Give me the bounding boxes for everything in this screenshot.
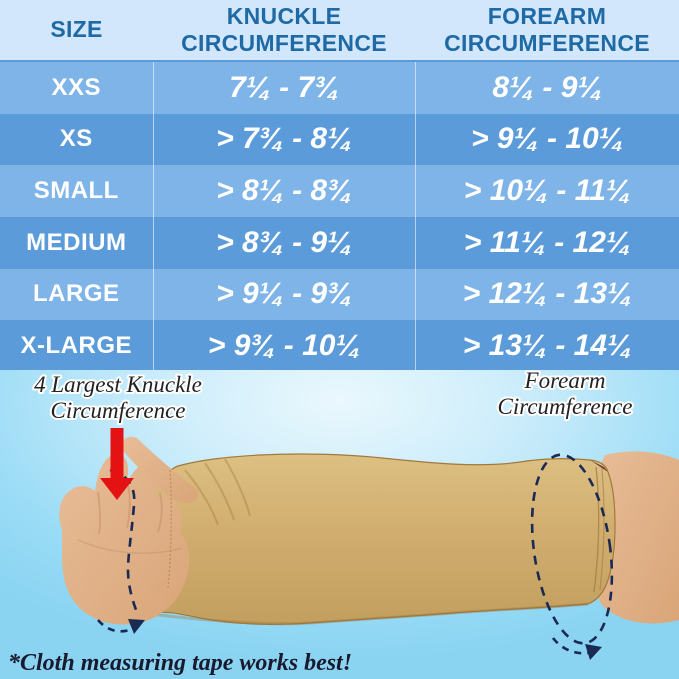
svg-text:Forearm: Forearm: [524, 370, 606, 393]
svg-text:*Cloth measuring tape works be: *Cloth measuring tape works best!: [8, 650, 352, 676]
svg-text:Circumference: Circumference: [51, 398, 186, 423]
svg-text:Circumference: Circumference: [498, 394, 633, 419]
svg-text:4 Largest Knuckle: 4 Largest Knuckle: [34, 372, 202, 397]
